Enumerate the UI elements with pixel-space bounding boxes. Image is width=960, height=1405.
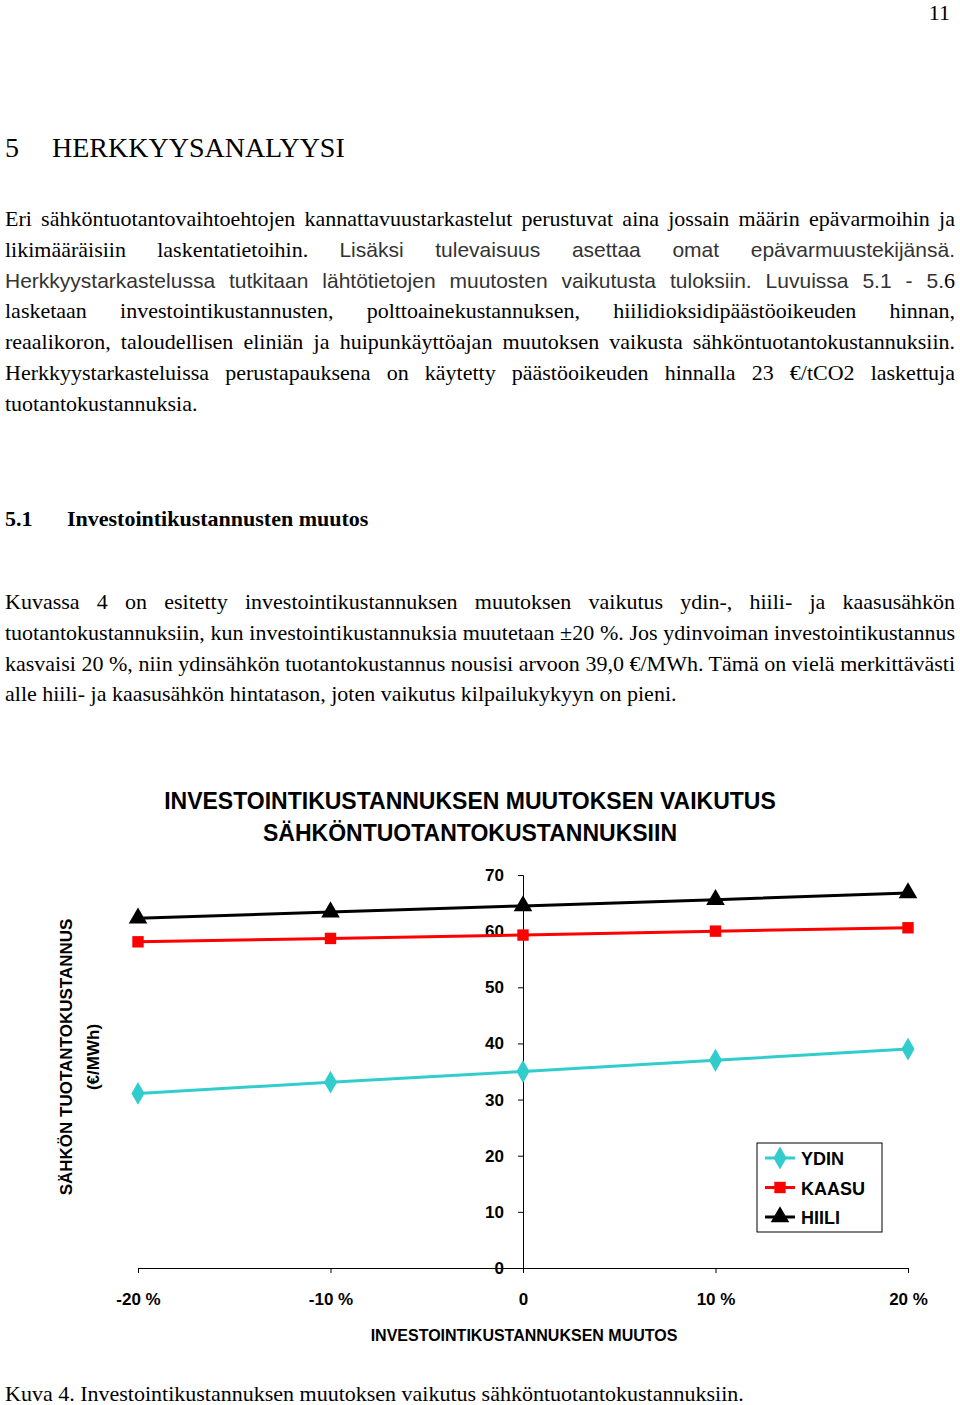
x-tick-label: -20 % <box>116 1290 160 1309</box>
series-marker <box>709 1049 722 1072</box>
x-tick: 0 <box>519 1268 528 1309</box>
y-tick-label: 70 <box>485 866 504 885</box>
x-tick: 20 % <box>889 1268 928 1309</box>
series-line <box>138 1049 908 1093</box>
x-axis: -20 % -10 % 0 10 % 20 % <box>116 1268 928 1309</box>
series-marker <box>517 929 528 940</box>
y-tick-label: 50 <box>485 978 504 997</box>
y-tick: 70 <box>485 866 523 885</box>
intro-paragraph: Eri sähköntuotantovaihtoehtojen kannatta… <box>5 204 955 420</box>
y-tick-label: 0 <box>495 1259 504 1278</box>
x-axis-line <box>139 1269 909 1274</box>
heading: 5HERKKYYSANALYYSI <box>5 132 955 164</box>
page-number-text: 11 <box>929 0 950 25</box>
x-tick: 10 % <box>697 1268 736 1309</box>
y-tick: 20 <box>485 1147 523 1166</box>
legend-box <box>757 1143 882 1232</box>
y-tick: 40 <box>485 1034 523 1053</box>
series-marker <box>514 895 533 911</box>
caption-text: Kuva 4. Investointikustannuksen muutokse… <box>5 1381 744 1405</box>
legend-label: KAASU <box>801 1179 865 1199</box>
section-paragraph: Kuvassa 4 on esitetty investointikustann… <box>5 587 955 710</box>
y-tick: 50 <box>485 978 523 997</box>
y-tick-label: 30 <box>485 1091 504 1110</box>
series-marker <box>902 922 913 933</box>
x-tick-mark <box>716 1268 717 1273</box>
series-marker <box>129 907 148 923</box>
chart-title: SÄHKÖNTUOTANTOKUSTANNUKSIIN <box>263 820 677 846</box>
x-tick-label: 10 % <box>697 1290 736 1309</box>
series-marker <box>516 1060 529 1083</box>
legend-marker <box>773 1147 786 1170</box>
legend-marker <box>771 1206 790 1222</box>
y-tick-label: 10 <box>485 1203 504 1222</box>
series-line <box>138 893 908 918</box>
y-tick-label: 20 <box>485 1147 504 1166</box>
page-number: 11 <box>0 0 950 26</box>
series-line <box>138 928 908 942</box>
x-tick-mark <box>138 1268 139 1273</box>
y-tick-mark <box>518 987 523 988</box>
series-marker <box>132 936 143 947</box>
section-number: 5.1 <box>5 506 67 532</box>
series-marker <box>899 882 918 898</box>
heading-number: 5 <box>5 132 52 164</box>
series-marker <box>901 1038 914 1061</box>
legend-marker <box>774 1182 785 1193</box>
x-tick-mark <box>908 1268 909 1273</box>
y-tick: 0 <box>495 1259 523 1278</box>
section-text: Kuvassa 4 on esitetty investointikustann… <box>5 589 955 706</box>
series-marker <box>321 901 340 917</box>
x-axis-title: INVESTOINTIKUSTANNUKSEN MUUTOS <box>371 1327 678 1344</box>
series-marker <box>710 925 721 936</box>
legend-label: HIILI <box>801 1208 840 1228</box>
section-heading: 5.1Investointikustannusten muutos <box>5 506 955 532</box>
x-tick-label: -10 % <box>309 1290 353 1309</box>
series-marker <box>324 1071 337 1094</box>
y-tick-mark <box>518 1212 523 1213</box>
chart: INVESTOINTIKUSTANNUKSEN MUUTOKSEN VAIKUT… <box>0 0 960 1405</box>
x-tick-label: 20 % <box>889 1290 928 1309</box>
legend-label: YDIN <box>801 1149 844 1169</box>
series-marker <box>325 933 336 944</box>
x-tick-label: 0 <box>519 1290 528 1309</box>
y-tick-label: 40 <box>485 1034 504 1053</box>
caption: Kuva 4. Investointikustannuksen muutokse… <box>5 1379 955 1405</box>
y-tick-mark <box>518 1156 523 1157</box>
y-tick: 10 <box>485 1203 523 1222</box>
y-tick: 30 <box>485 1091 523 1110</box>
y-tick-mark <box>518 1043 523 1044</box>
series-marker <box>706 889 725 905</box>
y-tick-label: 60 <box>485 922 504 941</box>
section-title: Investointikustannusten muutos <box>67 506 368 531</box>
y-tick-mark <box>518 1100 523 1101</box>
series-marker <box>131 1082 144 1105</box>
x-tick: -20 % <box>116 1268 160 1309</box>
x-tick-mark <box>331 1268 332 1273</box>
legend: YDIN KAASU HIILI <box>757 1143 882 1232</box>
y-tick-mark <box>518 875 523 876</box>
heading-title: HERKKYYSANALYYSI <box>52 132 345 163</box>
x-tick: -10 % <box>309 1268 353 1309</box>
y-axis-title: SÄHKÖN TUOTANTOKUSTANNUS <box>57 919 76 1196</box>
chart-title: INVESTOINTIKUSTANNUKSEN MUUTOKSEN VAIKUT… <box>164 788 776 814</box>
y-axis-title: (€/MWh) <box>84 1024 103 1090</box>
y-tick-mark <box>518 1268 523 1269</box>
plot-marks <box>129 882 918 1105</box>
